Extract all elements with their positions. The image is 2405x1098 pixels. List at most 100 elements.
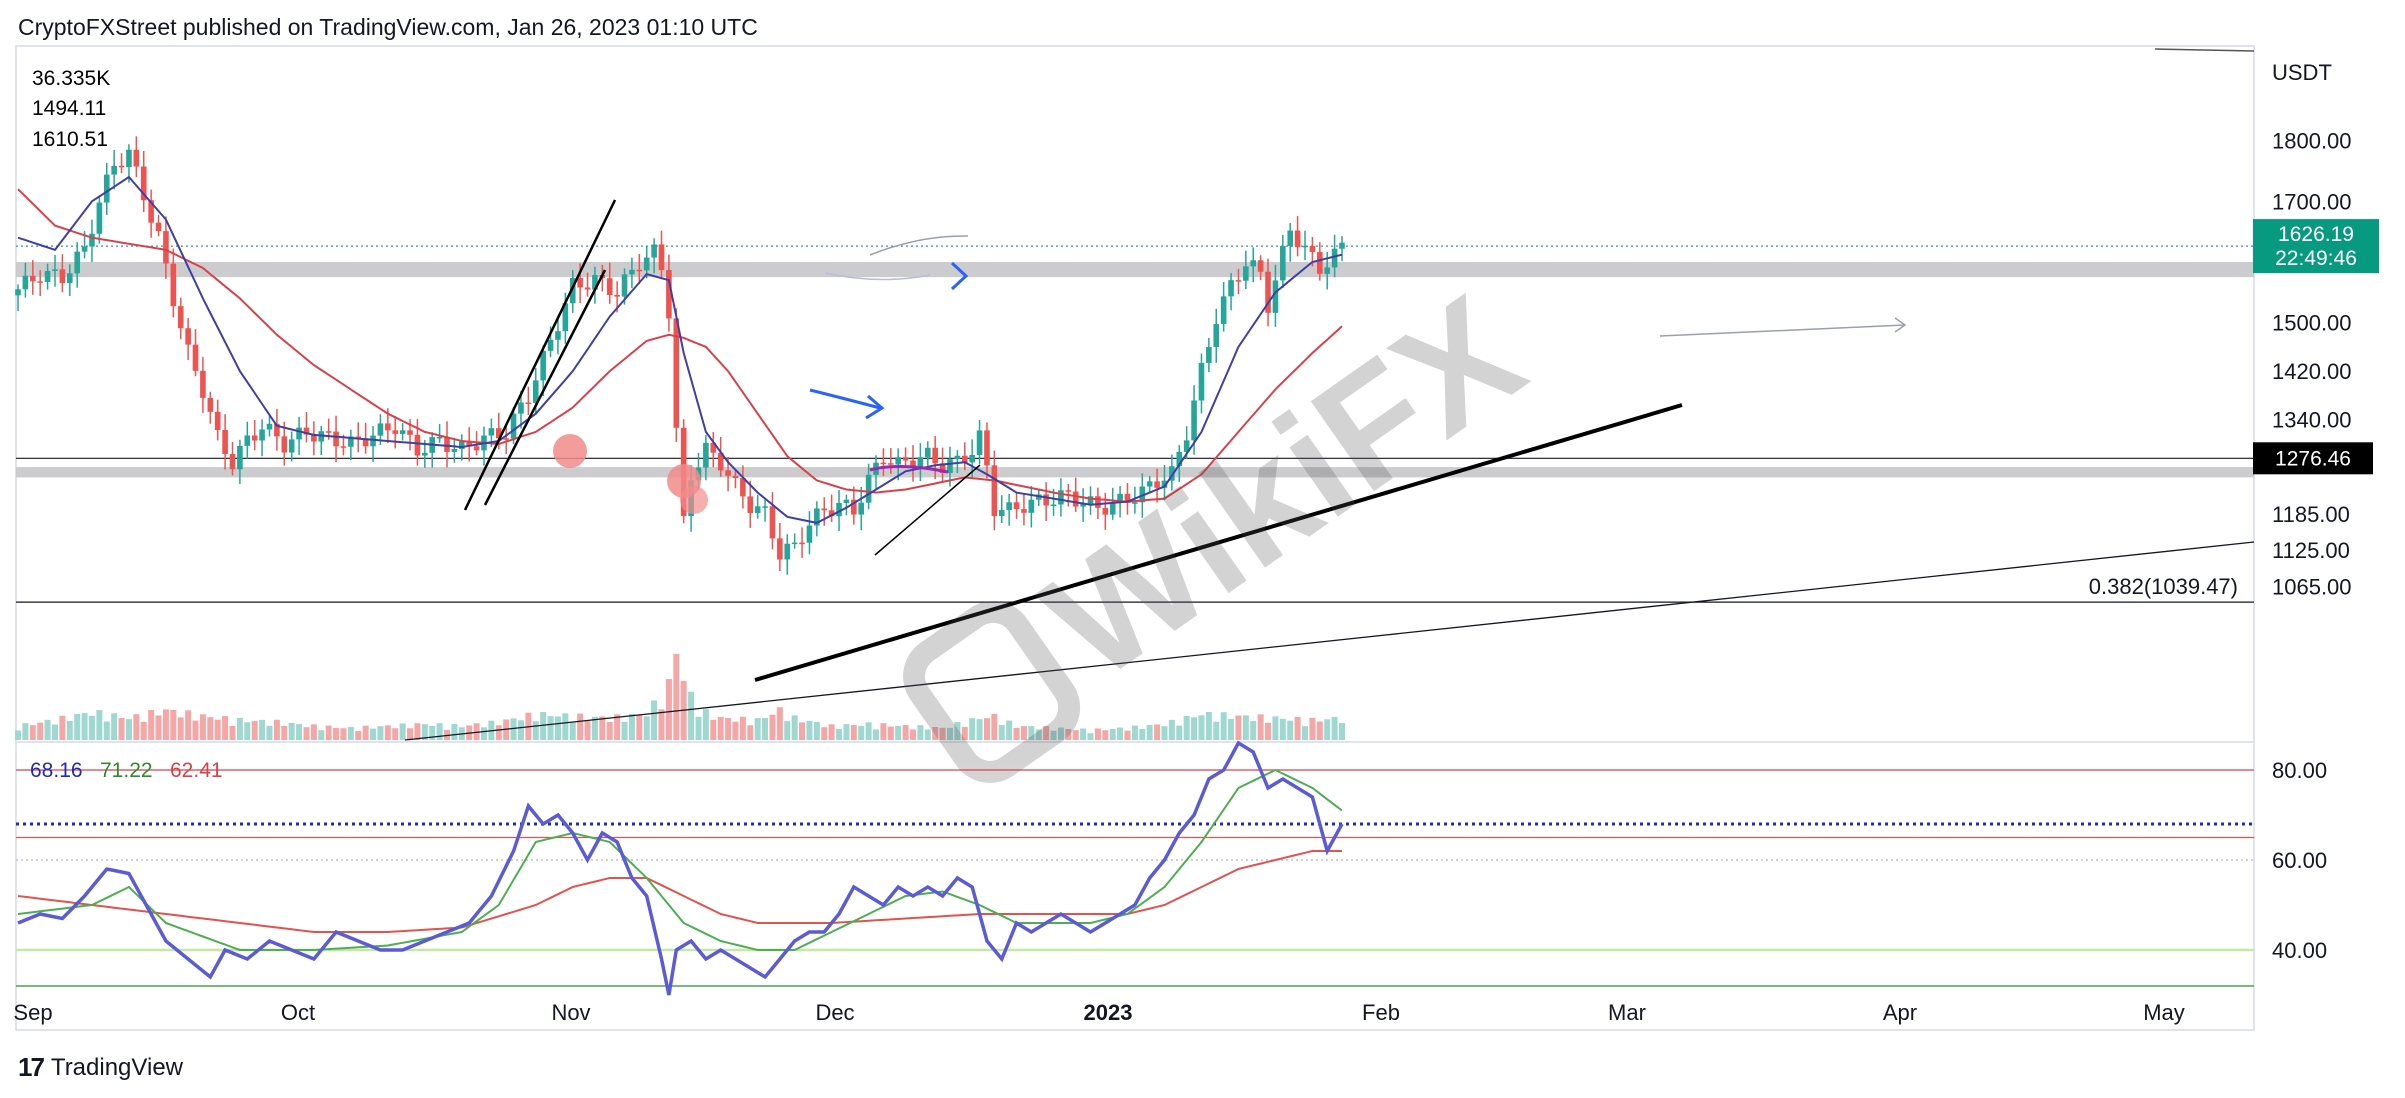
candle-body xyxy=(259,429,265,441)
candle-body xyxy=(274,423,280,437)
price-tick-label: 1185.00 xyxy=(2272,502,2350,527)
candle-body xyxy=(1206,347,1212,363)
candle-body xyxy=(1161,480,1168,488)
candle-body xyxy=(1235,280,1242,282)
volume-bar xyxy=(421,724,428,740)
volume-bar xyxy=(118,718,125,740)
volume-bar xyxy=(15,730,21,740)
support-zone xyxy=(16,467,2254,478)
candle-body xyxy=(1198,362,1205,401)
candle-body xyxy=(59,269,66,284)
volume-bar xyxy=(1020,726,1027,740)
candle-body xyxy=(976,430,983,455)
price-tick-label: 1125.00 xyxy=(2272,538,2350,563)
candle-body xyxy=(200,370,206,398)
candle-body xyxy=(836,502,842,517)
oscillator-tick-label: 80.00 xyxy=(2272,758,2327,783)
volume-bar xyxy=(1279,718,1286,740)
candle-body xyxy=(532,380,539,403)
volume-bar xyxy=(192,720,199,740)
time-tick-label: Dec xyxy=(815,1000,854,1025)
volume-bar xyxy=(133,714,140,740)
channel-line-lower[interactable] xyxy=(483,269,607,506)
candle-body xyxy=(984,430,990,466)
top-right-line[interactable] xyxy=(2154,48,2255,52)
candle-body xyxy=(1302,245,1308,248)
candle-body xyxy=(1028,499,1035,513)
volume-bar xyxy=(74,714,81,740)
current-price-value: 1626.19 xyxy=(2278,223,2354,246)
candle-body xyxy=(814,508,820,526)
trend-line-long[interactable] xyxy=(404,541,2255,741)
volume-bar xyxy=(236,717,243,740)
small-trend-line[interactable] xyxy=(874,464,981,556)
volume-bar xyxy=(251,721,258,740)
volume-bar xyxy=(643,716,650,740)
candle-body xyxy=(658,244,665,271)
candle-body xyxy=(251,435,258,441)
candle-body xyxy=(1228,280,1234,297)
tradingview-logo[interactable]: 17 TradingView xyxy=(18,1052,183,1083)
volume-bar xyxy=(1057,727,1064,740)
volume-bar xyxy=(451,724,458,740)
blue-arrow[interactable] xyxy=(809,388,881,410)
candle-body xyxy=(636,269,643,272)
candle-body xyxy=(777,538,783,560)
volume-bar xyxy=(628,713,635,740)
volume-bar xyxy=(1228,718,1235,740)
volume-bar xyxy=(769,714,776,740)
channel-line-upper[interactable] xyxy=(463,199,617,511)
trend-line-thick[interactable] xyxy=(754,403,1683,682)
volume-bar xyxy=(111,713,118,740)
volume-bar xyxy=(37,722,44,740)
main-legend: 36.335K 1494.11 1610.51 xyxy=(32,67,110,151)
volume-bar xyxy=(1191,717,1198,740)
candle-body xyxy=(1257,260,1264,272)
candle-body xyxy=(214,411,221,430)
candle-body xyxy=(451,448,458,452)
gray-curve-arrow[interactable] xyxy=(869,235,969,256)
volume-bar xyxy=(1324,719,1331,740)
volume-bar xyxy=(688,691,695,740)
volume-bar xyxy=(318,730,325,740)
projection-arrow-head-icon xyxy=(1894,317,1907,333)
volume-bar xyxy=(125,719,132,740)
volume-bar xyxy=(103,721,110,740)
tradingview-logo-text: TradingView xyxy=(50,1053,183,1081)
candle-body xyxy=(747,496,754,513)
light-curve-arrow[interactable] xyxy=(824,272,931,281)
candle-body xyxy=(74,251,80,274)
volume-bar xyxy=(1316,721,1323,740)
candle-body xyxy=(1013,502,1020,510)
candle-body xyxy=(1139,486,1146,503)
volume-bar xyxy=(591,716,598,740)
volume-bar xyxy=(1242,715,1249,740)
candle-body xyxy=(355,436,362,439)
projection-arrow[interactable] xyxy=(1659,324,1906,337)
candle-body xyxy=(96,202,103,234)
candle-body xyxy=(1109,502,1116,515)
price-axis[interactable]: 1800.00 1700.00 1500.00 1420.00 1340.00 1185.… xyxy=(2272,129,2352,600)
time-axis[interactable]: Sep Oct Nov Dec 2023 Feb Mar Apr May xyxy=(13,1000,2184,1025)
candle-body xyxy=(281,436,288,453)
oscillator-axis[interactable]: 80.00 60.00 40.00 xyxy=(2272,758,2327,963)
candle-body xyxy=(865,474,872,503)
volume-bar xyxy=(429,725,436,740)
volume-bar xyxy=(858,725,865,740)
candle-body xyxy=(1176,451,1183,467)
candle-body xyxy=(155,222,162,232)
candle-body xyxy=(1220,296,1227,325)
oscillator-ma-line xyxy=(17,768,1343,951)
purple-curve[interactable] xyxy=(869,464,949,474)
candle-body xyxy=(1183,440,1190,452)
candle-body xyxy=(1191,400,1197,441)
tradingview-mark-icon: 17 xyxy=(18,1052,45,1082)
candle-body xyxy=(399,430,406,434)
candle-body xyxy=(466,441,472,447)
volume-bar xyxy=(155,715,162,740)
candle-body xyxy=(577,278,583,288)
volume-bar xyxy=(96,710,103,740)
candle-body xyxy=(244,435,251,446)
candle-body xyxy=(1154,481,1160,488)
